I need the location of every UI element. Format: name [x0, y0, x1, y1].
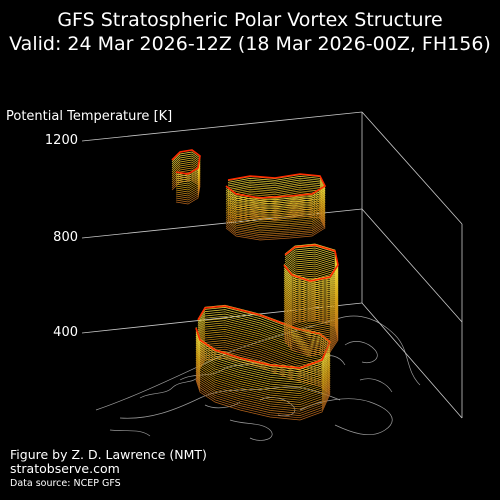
lower-lobe-left-contour: [195, 346, 331, 410]
upper-fragment-right-contour: [225, 203, 326, 228]
lower-lobe-left-contour: [195, 318, 331, 381]
lower-lobe-left-contour: [195, 322, 331, 386]
upper-fragment-right-contour: [225, 192, 326, 217]
lower-lobe-left-contour: [195, 340, 331, 403]
rising-column-contour: [283, 253, 339, 291]
rising-column-contour: [283, 265, 339, 303]
rising-column-contour: [283, 273, 339, 311]
z-axis-label: Potential Temperature [K]: [6, 109, 173, 124]
rising-column-contour: [283, 269, 339, 307]
coastline-map: [95, 315, 421, 441]
upper-fragment-right-contour: [225, 206, 326, 232]
lower-lobe-left-contour: [195, 333, 331, 397]
upper-fragment-right-contour: [225, 215, 326, 241]
z-tick-label: 400: [53, 325, 78, 340]
lower-lobe-left-contour: [195, 313, 331, 377]
lower-lobe-left-contour: [195, 355, 331, 419]
lower-lobe-left-contour: [195, 337, 331, 401]
chart-title-line1: GFS Stratospheric Polar Vortex Structure: [57, 9, 443, 31]
upper-fragment-right-contour: [225, 213, 326, 239]
lower-lobe-left-contour: [195, 326, 331, 390]
lower-lobe-left-contour: [195, 348, 331, 412]
upper-fragment-right-contour: [225, 176, 326, 201]
credit-data-source: Data source: NCEP GFS: [10, 478, 121, 489]
upper-fragment-right-contour: [225, 185, 326, 210]
upper-fragment-right-contour: [225, 199, 326, 225]
rising-column-contour: [283, 261, 339, 299]
upper-fragment-right-contour: [225, 190, 326, 216]
rising-column-contour: [283, 247, 339, 285]
lower-lobe-left-contour: [195, 344, 331, 408]
z-tick-label: 800: [53, 230, 78, 245]
rising-column-contour: [283, 271, 339, 309]
upper-fragment-right-contour: [225, 201, 326, 226]
rising-column-contour: [283, 255, 339, 293]
lower-lobe-left-contour: [195, 309, 331, 372]
lower-lobe-left-contour: [195, 324, 331, 388]
upper-fragment-right-contour: [225, 197, 326, 223]
lower-lobe-left-contour: [195, 320, 331, 383]
lower-lobe-left-contour: [195, 357, 331, 421]
vortex-isosurface: [171, 149, 339, 421]
rising-column-contour: [283, 259, 339, 297]
lower-lobe-left-contour: [195, 351, 331, 414]
chart-title-line2: Valid: 24 Mar 2026-12Z (18 Mar 2026-00Z,…: [9, 33, 491, 55]
upper-fragment-right-contour: [225, 186, 326, 212]
rising-column-contour: [283, 251, 339, 289]
upper-fragment-right-contour: [225, 188, 326, 214]
upper-fragment-right-contour: [225, 183, 326, 208]
upper-fragment-left-edge: [171, 149, 201, 175]
credit-website: stratobserve.com: [10, 461, 120, 476]
rising-column-edge: [283, 244, 339, 282]
rising-column-contour: [283, 263, 339, 301]
upper-fragment-right-contour: [225, 195, 326, 221]
lower-lobe-left-contour: [195, 329, 331, 392]
upper-fragment-right-contour: [225, 177, 326, 203]
upper-fragment-right-contour: [225, 208, 326, 234]
rising-column-contour: [283, 249, 339, 287]
z-tick-label: 1200: [44, 133, 78, 148]
rising-column-contour: [283, 257, 339, 295]
axes-frame: [81, 111, 463, 419]
lower-lobe-left-contour: [195, 311, 331, 375]
lower-lobe-left-contour: [195, 331, 331, 394]
upper-fragment-right-contour: [225, 204, 326, 230]
lower-lobe-left-contour: [195, 342, 331, 405]
upper-fragment-right-contour: [225, 210, 326, 235]
upper-fragment-right-contour: [225, 212, 326, 237]
lower-lobe-left-contour: [195, 335, 331, 399]
upper-fragment-right-edge: [225, 173, 327, 199]
upper-fragment-right-contour: [225, 181, 326, 207]
lower-lobe-left-contour: [195, 315, 331, 379]
rising-column-contour: [283, 267, 339, 305]
credit-author: Figure by Z. D. Lawrence (NMT): [10, 447, 207, 462]
upper-fragment-right-contour: [225, 179, 326, 205]
